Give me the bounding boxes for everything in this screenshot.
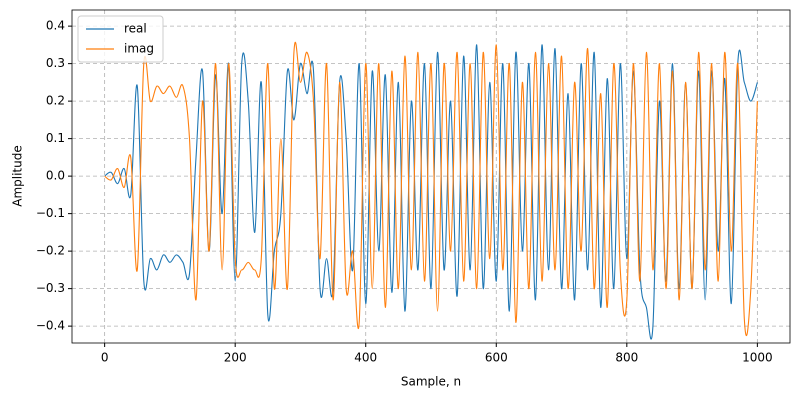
series-line	[104, 44, 758, 340]
y-axis-label: Amplitude	[11, 145, 25, 207]
plot-frame	[71, 9, 791, 344]
x-tick-label: 600	[485, 351, 508, 365]
legend: real imag	[77, 15, 164, 63]
legend-label: imag	[124, 42, 154, 56]
y-tick-label: 0.4	[46, 19, 65, 33]
x-tick-label: 0	[101, 351, 109, 365]
series-line	[104, 41, 758, 336]
y-tick-label: 0.1	[46, 131, 65, 145]
legend-label: real	[124, 22, 147, 36]
y-tick-label: −0.3	[36, 281, 65, 295]
x-tick-label: 400	[354, 351, 377, 365]
y-tick-label: −0.1	[36, 206, 65, 220]
x-tick-label: 800	[615, 351, 638, 365]
y-tick-label: −0.4	[36, 319, 65, 333]
y-tick-label: 0.0	[46, 169, 65, 183]
x-tick-label: 200	[224, 351, 247, 365]
y-tick-label: 0.2	[46, 94, 65, 108]
legend-box	[77, 15, 164, 63]
y-tick-label: −0.2	[36, 244, 65, 258]
y-tick-label: 0.3	[46, 56, 65, 70]
x-tick-label: 1000	[742, 351, 773, 365]
x-axis-label: Sample, n	[401, 375, 461, 389]
